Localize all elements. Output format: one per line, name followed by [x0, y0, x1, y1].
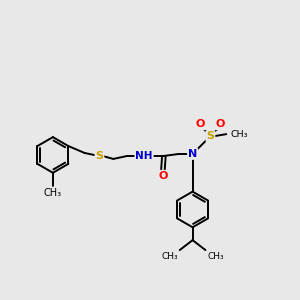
Text: CH₃: CH₃ [208, 252, 224, 261]
Text: CH₃: CH₃ [161, 252, 178, 261]
Text: CH₃: CH₃ [230, 130, 248, 139]
Text: NH: NH [135, 151, 153, 161]
Text: CH₃: CH₃ [44, 188, 62, 198]
Text: S: S [95, 151, 104, 161]
Text: O: O [216, 119, 225, 129]
Text: O: O [196, 119, 205, 129]
Text: N: N [188, 149, 197, 159]
Text: S: S [206, 131, 214, 141]
Text: O: O [158, 171, 168, 181]
